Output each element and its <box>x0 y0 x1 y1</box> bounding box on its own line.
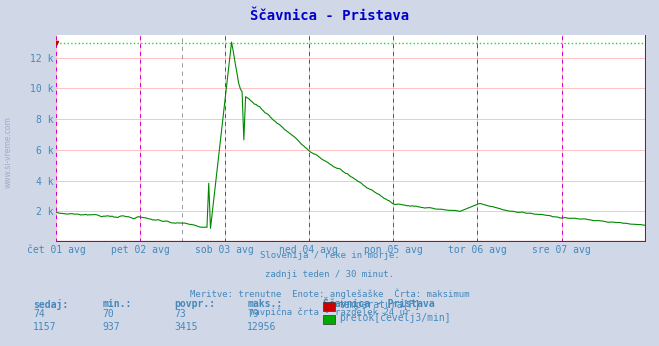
Text: navpična črta - razdelek 24 ur: navpična črta - razdelek 24 ur <box>249 308 410 317</box>
Text: 79: 79 <box>247 309 259 319</box>
Text: povpr.:: povpr.: <box>175 299 215 309</box>
Text: zadnji teden / 30 minut.: zadnji teden / 30 minut. <box>265 270 394 279</box>
Text: sedaj:: sedaj: <box>33 299 68 310</box>
Text: maks.:: maks.: <box>247 299 282 309</box>
Text: 70: 70 <box>102 309 114 319</box>
Text: 3415: 3415 <box>175 322 198 332</box>
Text: Ščavnica - Pristava: Ščavnica - Pristava <box>250 9 409 22</box>
Text: 1157: 1157 <box>33 322 57 332</box>
Text: Ščavnica - Pristava: Ščavnica - Pristava <box>323 299 434 309</box>
Text: 74: 74 <box>33 309 45 319</box>
Text: temperatura[F]: temperatura[F] <box>339 300 421 310</box>
Text: Slovenija / reke in morje.: Slovenija / reke in morje. <box>260 251 399 260</box>
Text: Meritve: trenutne  Enote: anglešaške  Črta: maksimum: Meritve: trenutne Enote: anglešaške Črta… <box>190 289 469 299</box>
Text: 12956: 12956 <box>247 322 277 332</box>
Text: 937: 937 <box>102 322 120 332</box>
Text: pretok[čevelj3/min]: pretok[čevelj3/min] <box>339 312 450 323</box>
Text: www.si-vreme.com: www.si-vreme.com <box>3 116 13 188</box>
Text: 73: 73 <box>175 309 186 319</box>
Text: min.:: min.: <box>102 299 132 309</box>
